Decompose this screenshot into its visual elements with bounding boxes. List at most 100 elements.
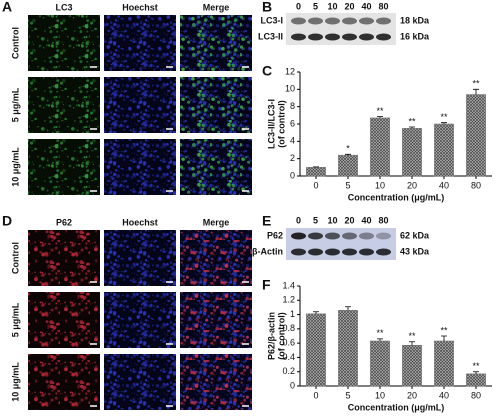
blot-band (325, 17, 340, 25)
y-tick-label: 0.2 (282, 366, 295, 376)
micrograph (104, 139, 176, 195)
x-tick-label: 40 (439, 180, 449, 190)
micrograph (28, 230, 100, 286)
x-axis-label: Concentration (μg/mL) (348, 192, 445, 202)
y-tick-label: 0.6 (282, 338, 295, 348)
lane-label: 10 (327, 1, 337, 11)
blot-band (325, 33, 340, 41)
micrograph (28, 292, 100, 348)
blot-band (308, 33, 323, 41)
bar (434, 123, 454, 177)
bar (306, 167, 326, 177)
error-bar (313, 311, 319, 314)
micrograph-overlay (180, 139, 252, 195)
blot-band (359, 17, 374, 25)
micrograph (28, 15, 100, 71)
error-bar (377, 116, 383, 118)
significance-mark: * (346, 144, 350, 154)
blot-band (291, 33, 306, 41)
bar (466, 94, 486, 177)
blot-size-label: 16 kDa (400, 31, 430, 41)
y-tick-label: 0.4 (282, 352, 295, 362)
blot-band (376, 17, 391, 25)
lane-label: 0 (296, 1, 301, 11)
bar (370, 117, 390, 177)
blot-band (308, 248, 323, 256)
y-tick-label: 0 (290, 170, 295, 180)
blot-band (291, 232, 306, 240)
blot-band (342, 248, 357, 256)
channel-label: P62 (56, 217, 72, 227)
error-bar (377, 338, 383, 341)
micrograph (104, 230, 176, 286)
channel-label: Hoechst (122, 217, 158, 227)
blot-size-label: 18 kDa (400, 15, 430, 25)
x-tick-label: 20 (407, 390, 417, 400)
x-axis-label: Concentration (μg/mL) (348, 402, 445, 412)
x-tick-label: 10 (375, 390, 385, 400)
bar (338, 309, 358, 387)
y-axis-label: (of control) (276, 312, 286, 360)
error-bar (345, 153, 351, 156)
micrograph-overlay (180, 77, 252, 133)
y-axis-label: LC3-II/LC3-I (266, 99, 276, 149)
panel-label: A (2, 0, 12, 15)
blot-row-label: LC3-II (258, 31, 283, 41)
micrograph (28, 139, 100, 195)
significance-mark: ** (440, 112, 448, 122)
blot-band (359, 248, 374, 256)
y-tick-label: 10 (285, 84, 295, 94)
lane-label: 20 (344, 1, 354, 11)
y-tick-label: 2 (290, 153, 295, 163)
y-axis-label: (of control) (276, 100, 286, 148)
row-label: Control (10, 27, 20, 59)
channel-label: Merge (203, 217, 230, 227)
blot-band (359, 33, 374, 41)
lane-label: 80 (378, 215, 388, 225)
panel-label: B (262, 0, 272, 15)
significance-mark: ** (440, 325, 448, 335)
row-label: 5 μg/mL (10, 302, 20, 337)
blot-band (308, 17, 323, 25)
micrograph (28, 77, 100, 133)
blot-size-label: 62 kDa (400, 230, 430, 240)
blot-band (359, 232, 374, 240)
y-tick-label: 1.2 (282, 295, 295, 305)
y-tick-label: 0.8 (282, 323, 295, 333)
blot-background (286, 13, 396, 45)
blot-band (342, 17, 357, 25)
panel-label: E (262, 213, 271, 229)
error-bar (409, 126, 415, 129)
micrograph (104, 77, 176, 133)
micrograph (104, 15, 176, 71)
panel-label: D (2, 213, 12, 229)
significance-mark: ** (472, 79, 480, 89)
x-tick-label: 5 (345, 390, 350, 400)
lane-label: 10 (327, 215, 337, 225)
error-bar (441, 122, 447, 124)
y-tick-label: 1 (290, 309, 295, 319)
significance-mark: ** (408, 116, 416, 126)
lane-label: 20 (344, 215, 354, 225)
x-tick-label: 10 (375, 180, 385, 190)
x-tick-label: 0 (313, 180, 318, 190)
micrograph-overlay (180, 15, 252, 71)
blot-band (376, 232, 391, 240)
bar (466, 373, 486, 387)
error-bar (473, 88, 479, 95)
lane-label: 5 (313, 1, 318, 11)
lane-label: 40 (361, 215, 371, 225)
blot-band (291, 248, 306, 256)
lane-label: 5 (313, 215, 318, 225)
channel-label: Hoechst (122, 2, 158, 12)
blot-band (325, 232, 340, 240)
significance-mark: ** (408, 331, 416, 341)
micrograph-overlay (180, 292, 252, 348)
bar (402, 128, 422, 177)
row-label: 10 μg/mL (10, 147, 20, 187)
row-label: Control (10, 242, 20, 274)
blot-band (376, 33, 391, 41)
x-tick-label: 5 (345, 180, 350, 190)
bar (434, 340, 454, 387)
blot-band (376, 248, 391, 256)
